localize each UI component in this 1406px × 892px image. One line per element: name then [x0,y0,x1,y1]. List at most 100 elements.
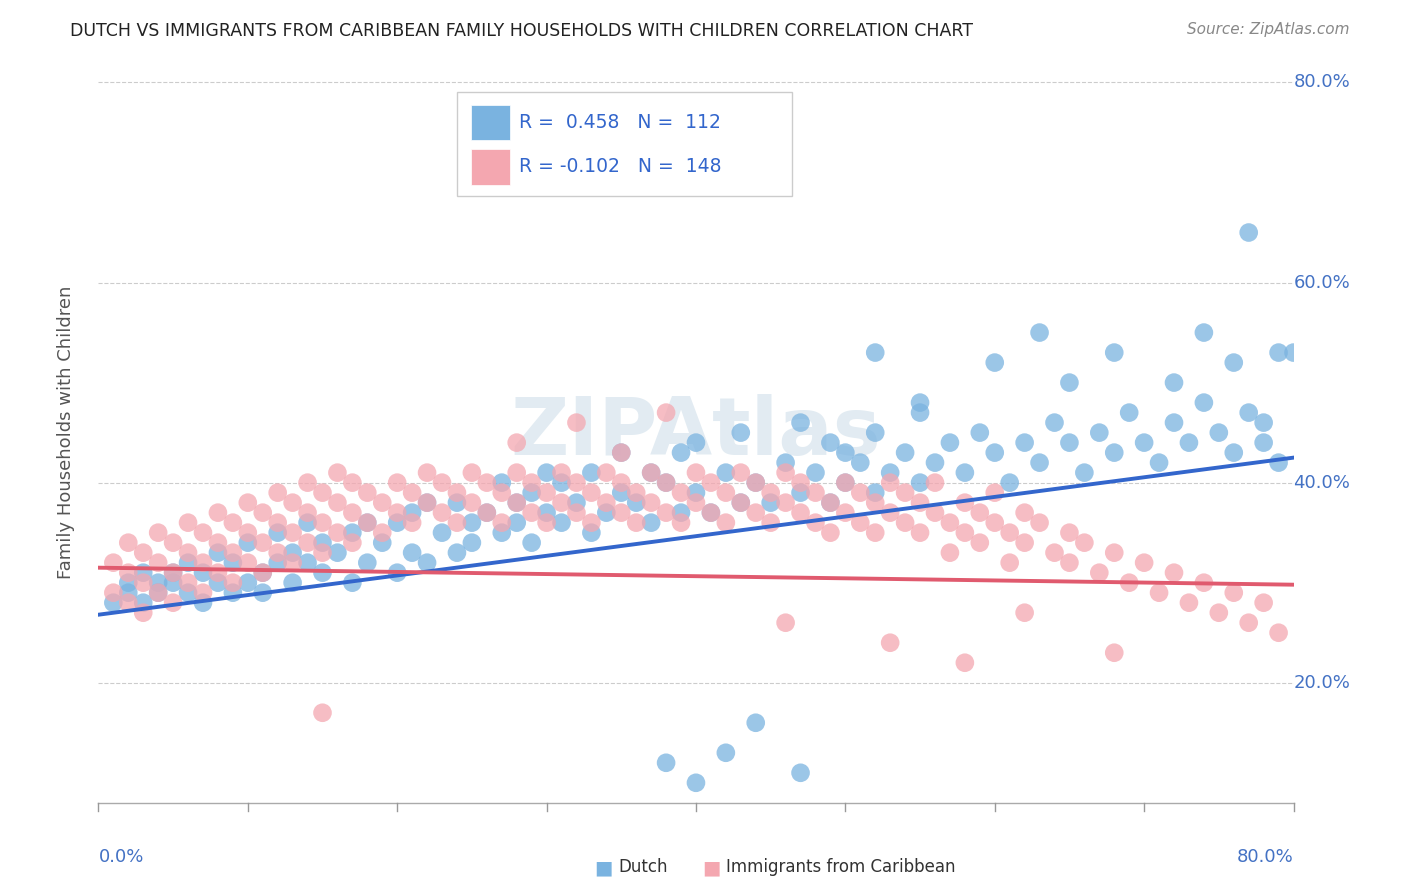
Point [148,585,170,599]
Point [998,525,1021,540]
Point [610,475,633,490]
Point [342,525,364,540]
Point [939,546,962,560]
Point [640,496,662,510]
Text: Dutch: Dutch [619,858,668,876]
Point [132,546,155,560]
Point [1267,345,1289,359]
Point [834,475,856,490]
Point [939,435,962,450]
Point [865,345,887,359]
Point [1014,535,1036,549]
Point [984,355,1007,369]
Point [475,506,498,520]
Point [700,506,723,520]
Point [894,516,917,530]
Point [804,466,827,480]
Point [430,525,453,540]
Point [1014,506,1036,520]
Point [1208,606,1230,620]
Point [297,475,319,490]
Point [655,756,678,770]
Point [1208,425,1230,440]
Point [714,746,737,760]
Point [401,506,423,520]
Point [1059,376,1081,390]
Point [491,485,513,500]
Point [356,556,378,570]
Point [281,525,304,540]
Point [281,556,304,570]
Point [506,466,529,480]
Point [834,475,856,490]
Bar [471,149,509,185]
Point [581,516,603,530]
Point [669,516,692,530]
Point [1253,416,1275,430]
Point [491,516,513,530]
Point [430,506,453,520]
Text: 0.0%: 0.0% [98,847,143,866]
Point [789,475,811,490]
Point [461,516,484,530]
Point [669,506,692,520]
Point [401,485,423,500]
Point [385,506,409,520]
Point [536,516,558,530]
Point [1059,556,1081,570]
Point [789,485,811,500]
Point [356,485,378,500]
Point [1192,395,1215,409]
Point [714,485,737,500]
Point [1028,456,1050,470]
Point [222,556,245,570]
Point [804,485,827,500]
Point [520,485,543,500]
Point [1014,435,1036,450]
Point [446,485,468,500]
Point [191,585,214,599]
Point [222,516,245,530]
Point [520,535,543,549]
Point [520,506,543,520]
Point [311,706,333,720]
Point [610,445,633,459]
Point [908,475,931,490]
Point [252,535,274,549]
Point [953,656,976,670]
Point [1163,376,1185,390]
Point [162,575,184,590]
Point [775,496,797,510]
Point [267,525,290,540]
Point [595,496,617,510]
Point [162,566,184,580]
Point [550,475,572,490]
Point [610,445,633,459]
Point [730,496,752,510]
Point [475,506,498,520]
Point [311,566,333,580]
Point [820,496,842,510]
Point [1237,226,1260,240]
Point [446,516,468,530]
Point [865,496,887,510]
Point [520,475,543,490]
Point [446,546,468,560]
Point [177,546,200,560]
Point [1073,466,1095,480]
Point [1253,435,1275,450]
Point [103,596,125,610]
Point [1147,585,1170,599]
Point [267,556,290,570]
Point [730,466,752,480]
Point [491,525,513,540]
Point [191,566,214,580]
Point [714,466,737,480]
Text: Source: ZipAtlas.com: Source: ZipAtlas.com [1187,22,1350,37]
Point [894,485,917,500]
Point [745,506,768,520]
Point [222,585,245,599]
Point [326,496,349,510]
Point [1253,596,1275,610]
Point [371,525,394,540]
